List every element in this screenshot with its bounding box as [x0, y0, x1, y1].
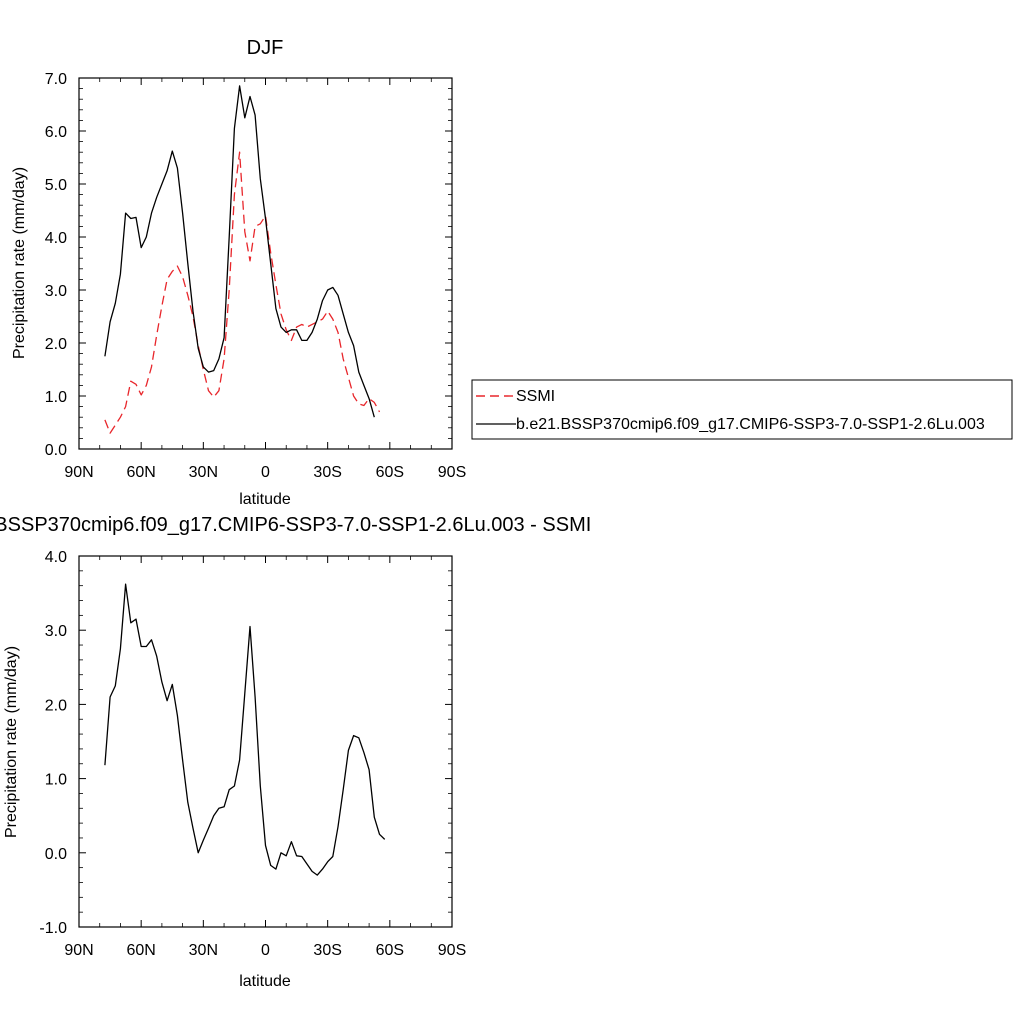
y-tick-label: -1.0	[39, 920, 67, 937]
plot-frame	[78, 77, 453, 450]
legend: SSMI b.e21.BSSP370cmip6.f09_g17.CMIP6-SS…	[471, 379, 1013, 440]
chart-title: DJF	[247, 37, 284, 59]
y-tick-label: 4.0	[45, 230, 67, 247]
x-tick-label: 0	[261, 942, 270, 959]
chart-title: b.e21.BSSP370cmip6.f09_g17.CMIP6-SSP3-7.…	[0, 514, 591, 536]
y-tick-label: 6.0	[45, 124, 67, 141]
legend-label-ssmi: SSMI	[516, 388, 555, 405]
series-line-ssmi	[104, 151, 381, 434]
x-tick-label: 90N	[64, 942, 93, 959]
series-lines	[104, 583, 386, 876]
y-tick-label: 2.0	[45, 697, 67, 714]
y-tick-label: 0.0	[45, 442, 67, 459]
x-tick-label: 90N	[64, 464, 93, 481]
y-tick-label: 5.0	[45, 177, 67, 194]
x-tick-label: 60S	[376, 942, 404, 959]
series-line-b-e21-bssp370cmip6-f09-g17-cmi	[104, 85, 375, 418]
x-axis-title: latitude	[239, 973, 291, 990]
y-tick-label: 7.0	[45, 71, 67, 88]
x-tick-label: 30S	[313, 942, 341, 959]
tick-marks	[78, 77, 453, 450]
y-tick-label: 4.0	[45, 549, 67, 566]
y-tick-label: 1.0	[45, 772, 67, 789]
x-tick-label: 60N	[126, 464, 155, 481]
y-tick-label: 3.0	[45, 283, 67, 300]
x-tick-label: 0	[261, 464, 270, 481]
x-tick-labels: 90N 60N 30N 0 30S 60S 90S	[64, 942, 466, 959]
y-tick-labels: 0.0 1.0 2.0 3.0 4.0 5.0 6.0 7.0	[45, 71, 67, 459]
x-axis-title: latitude	[239, 491, 291, 508]
djf-precipitation-panel: DJF 0.0 1.0 2.0 3.0 4.0 5.0 6.0 7.0 90N 60N 30N 0 3…	[11, 37, 466, 508]
x-tick-label: 60N	[126, 942, 155, 959]
y-tick-label: 0.0	[45, 846, 67, 863]
difference-panel: b.e21.BSSP370cmip6.f09_g17.CMIP6-SSP3-7.…	[0, 514, 591, 990]
y-tick-labels: -1.0 0.0 1.0 2.0 3.0 4.0	[39, 549, 67, 937]
y-tick-label: 2.0	[45, 336, 67, 353]
y-axis-title: Precipitation rate (mm/day)	[3, 646, 20, 838]
x-tick-label: 90S	[438, 464, 466, 481]
y-axis-title: Precipitation rate (mm/day)	[11, 167, 28, 359]
x-tick-label: 90S	[438, 942, 466, 959]
x-tick-label: 30S	[313, 464, 341, 481]
x-tick-label: 30N	[189, 464, 218, 481]
x-tick-label: 30N	[189, 942, 218, 959]
legend-box	[471, 379, 1013, 440]
y-tick-label: 3.0	[45, 623, 67, 640]
y-tick-label: 1.0	[45, 389, 67, 406]
legend-label-model: b.e21.BSSP370cmip6.f09_g17.CMIP6-SSP3-7.…	[516, 416, 985, 433]
series-line-difference	[104, 583, 386, 876]
x-tick-label: 60S	[376, 464, 404, 481]
plot-frame	[78, 555, 453, 928]
tick-marks	[78, 555, 453, 928]
series-lines	[104, 85, 381, 434]
x-tick-labels: 90N 60N 30N 0 30S 60S 90S	[64, 464, 466, 481]
